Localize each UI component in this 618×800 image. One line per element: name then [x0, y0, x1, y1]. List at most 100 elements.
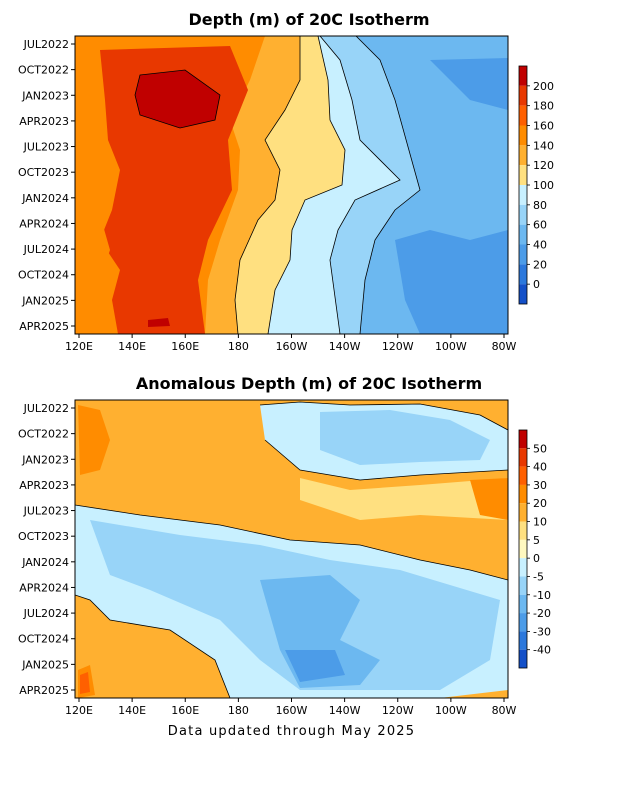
colorbar-label: 30 — [533, 479, 547, 492]
colorbar-swatch — [519, 484, 527, 504]
y-tick-label: OCT2024 — [18, 633, 69, 646]
x-tick-label: 180 — [228, 340, 249, 353]
depth-contours — [134, 36, 421, 334]
x-tick-label: 140E — [118, 340, 146, 353]
colorbar-swatch — [519, 85, 527, 106]
colorbars-layer: 200180160140120100806040200504030201050-… — [518, 65, 554, 669]
colorbar-label: -40 — [533, 644, 551, 657]
x-tick-label: 120W — [382, 704, 414, 717]
colorbar-label: 80 — [533, 199, 547, 212]
x-tick-label: 120E — [65, 340, 93, 353]
colorbar-swatch — [519, 649, 527, 668]
colorbar-label: 0 — [533, 552, 540, 565]
x-tick-label: 140E — [118, 704, 146, 717]
y-tick-label: JUL2024 — [23, 607, 69, 620]
colorbar-swatch — [519, 105, 527, 126]
y-tick-label: APR2023 — [19, 115, 69, 128]
data-updated-note: Data updated through May 2025 — [167, 724, 416, 739]
depth-band-200-south — [148, 318, 170, 327]
x-tick-label: 100W — [435, 340, 467, 353]
x-tick-label: 160W — [276, 340, 308, 353]
y-tick-label: APR2024 — [19, 217, 69, 230]
y-tick-label: OCT2023 — [18, 530, 69, 543]
y-tick-label: OCT2023 — [18, 166, 69, 179]
x-tick-label: 80W — [492, 704, 517, 717]
colorbar-label: 20 — [533, 497, 547, 510]
y-tick-label: JUL2022 — [23, 402, 69, 415]
colorbar-label: 10 — [533, 516, 547, 529]
colorbar-swatch — [519, 165, 527, 185]
colorbar-label: 120 — [533, 159, 554, 172]
colorbar-swatch — [519, 284, 527, 304]
colorbar-label: 60 — [533, 219, 547, 232]
colorbar-label: 200 — [533, 80, 554, 93]
depth-band-200 — [135, 70, 220, 128]
x-tick-label: 120W — [382, 340, 414, 353]
colorbar-swatch — [519, 125, 527, 146]
colorbar-label: 160 — [533, 120, 554, 133]
y-tick-label: OCT2022 — [18, 428, 69, 441]
anomaly-field — [75, 400, 508, 698]
x-tick-label: 160E — [171, 704, 199, 717]
depth-band-0 — [395, 58, 508, 334]
colorbar-label: 40 — [533, 461, 547, 474]
colorbar-label: -10 — [533, 589, 551, 602]
colorbar-label: -5 — [533, 570, 544, 583]
colorbar-swatch — [519, 66, 527, 86]
colorbar-swatch — [519, 576, 527, 595]
colorbar-swatch — [519, 558, 527, 577]
y-tick-label: JAN2025 — [21, 658, 69, 671]
colorbar-frame — [518, 429, 528, 669]
y-tick-label: APR2025 — [19, 320, 69, 333]
depth-band-western-edge — [75, 140, 112, 334]
anomaly-band-west-positive-strong — [80, 672, 90, 694]
colorbar-swatch — [519, 430, 527, 449]
y-tick-label: APR2025 — [19, 684, 69, 697]
x-tick-label: 140W — [329, 340, 361, 353]
depth-field — [75, 36, 508, 334]
y-tick-label: OCT2022 — [18, 64, 69, 77]
colorbar-swatch — [519, 185, 527, 205]
colorbar-label: 100 — [533, 179, 554, 192]
x-tick-label: 160W — [276, 704, 308, 717]
x-tick-label: 160E — [171, 340, 199, 353]
y-tick-label: JAN2023 — [21, 89, 69, 102]
colorbar-swatch — [519, 539, 527, 559]
colorbar-label: 20 — [533, 258, 547, 271]
y-tick-label: JAN2024 — [21, 556, 69, 569]
y-tick-label: APR2024 — [19, 581, 69, 594]
colorbar-swatch — [519, 204, 527, 225]
colorbar-label: -30 — [533, 625, 551, 638]
anomaly-contours — [75, 401, 508, 698]
y-tick-label: JUL2022 — [23, 38, 69, 51]
colorbar-swatch — [519, 594, 527, 614]
colorbar-label: 5 — [533, 534, 540, 547]
y-tick-label: JUL2023 — [23, 505, 69, 518]
y-tick-label: JUL2023 — [23, 141, 69, 154]
colorbar-swatch — [519, 145, 527, 166]
y-tick-label: OCT2024 — [18, 269, 69, 282]
chart-title-top: Depth (m) of 20C Isotherm — [188, 10, 430, 29]
colorbar-label: -20 — [533, 607, 551, 620]
axes-layer: JUL2022 OCT2022 JAN2023 APR2023 JUL2023 OCT20… — [18, 38, 517, 717]
anomaly-band-west-negative-deepest — [285, 650, 345, 682]
colorbar-swatch — [519, 264, 527, 285]
anomaly-band-east-negative-deep — [320, 410, 490, 465]
colorbar-label: 140 — [533, 139, 554, 152]
x-tick-label: 100W — [435, 704, 467, 717]
colorbar-label: 40 — [533, 239, 547, 252]
colorbar-swatch — [519, 466, 527, 485]
colorbar-label: 0 — [533, 278, 540, 291]
chart-title-bottom: Anomalous Depth (m) of 20C Isotherm — [135, 374, 483, 393]
anomaly-band-east-positive — [300, 478, 508, 520]
colorbar-swatch — [519, 244, 527, 265]
y-tick-label: JAN2025 — [21, 294, 69, 307]
x-tick-label: 120E — [65, 704, 93, 717]
colorbar-swatch — [519, 448, 527, 467]
colorbar-swatch — [519, 613, 527, 632]
x-tick-label: 140W — [329, 704, 361, 717]
y-tick-label: APR2023 — [19, 479, 69, 492]
colorbar-swatch — [519, 503, 527, 522]
y-tick-label: JUL2024 — [23, 243, 69, 256]
